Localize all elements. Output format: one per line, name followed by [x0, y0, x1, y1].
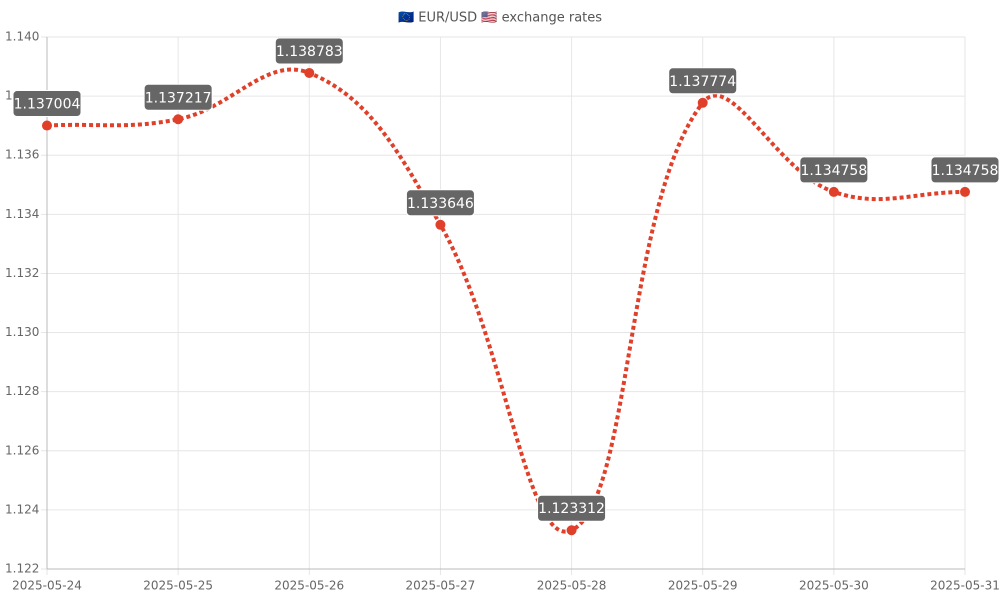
data-label: 1.138783 [276, 44, 343, 60]
data-label: 1.134758 [800, 163, 867, 179]
label-box [405, 189, 475, 217]
x-tick-label: 2025-05-30 [799, 579, 869, 593]
y-tick-label: 1.124 [5, 502, 39, 516]
label-box [537, 494, 607, 522]
y-tick-label: 1.134 [5, 207, 39, 221]
label-box [799, 156, 869, 184]
y-tick-label: 1.136 [5, 148, 39, 162]
chart-title: 🇪🇺 EUR/USD 🇺🇸 exchange rates [398, 11, 602, 26]
data-label: 1.137774 [669, 74, 736, 90]
label-box [143, 83, 213, 111]
data-label: 1.123312 [538, 501, 605, 517]
data-point [435, 219, 446, 230]
data-point [173, 114, 184, 125]
label-box [274, 37, 344, 65]
label-box [668, 67, 738, 95]
x-tick-label: 2025-05-28 [537, 579, 607, 593]
x-tick-label: 2025-05-29 [668, 579, 738, 593]
y-tick-label: 1.128 [5, 384, 39, 398]
y-tick-label: 1.122 [5, 562, 39, 576]
x-tick-label: 2025-05-31 [930, 579, 1000, 593]
data-point [960, 186, 970, 197]
data-point [42, 120, 52, 131]
x-tick-label: 2025-05-26 [274, 579, 344, 593]
x-tick-label: 2025-05-25 [143, 579, 213, 593]
data-point [304, 67, 315, 78]
data-label: 1.133646 [407, 196, 474, 212]
y-tick-label: 1.126 [5, 443, 39, 457]
data-label: 1.134758 [932, 163, 999, 179]
y-tick-label: 1.130 [5, 325, 39, 339]
data-point [697, 97, 708, 108]
data-point [566, 525, 577, 536]
data-line [46, 67, 966, 534]
y-tick-label: 1.140 [5, 30, 39, 44]
x-tick-label: 2025-05-27 [406, 579, 476, 593]
x-tick-label: 2025-05-24 [12, 579, 82, 593]
data-label: 1.137217 [145, 90, 212, 106]
data-point [828, 186, 839, 197]
label-box [930, 156, 1000, 184]
data-label: 1.137004 [14, 97, 81, 113]
label-box [12, 90, 82, 118]
y-tick-label: 1.132 [5, 266, 39, 280]
